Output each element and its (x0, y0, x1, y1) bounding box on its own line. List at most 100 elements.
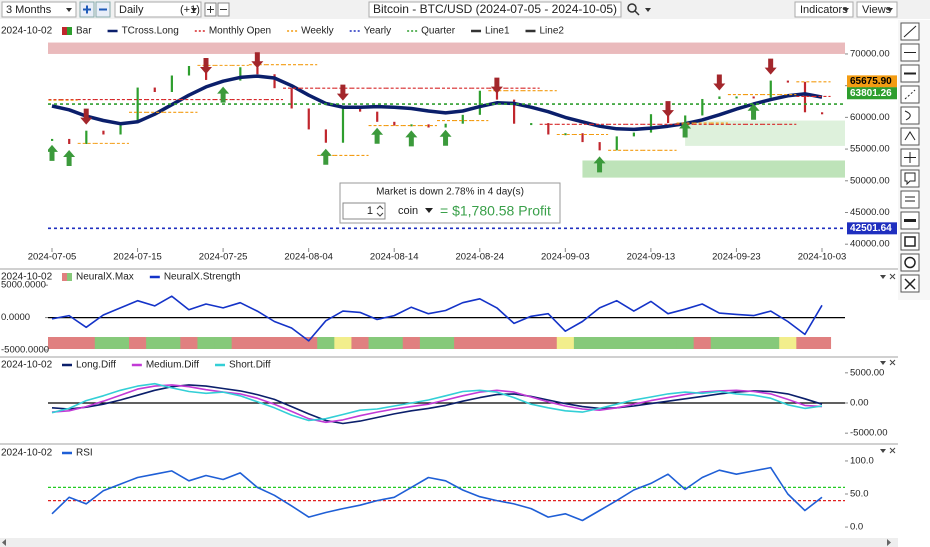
price-bar (68, 138, 71, 144)
signal-up (679, 121, 692, 138)
x-tick-label: 2024-09-13 (627, 252, 676, 263)
price-bar (735, 96, 738, 99)
scrollbar-track[interactable] (0, 538, 898, 547)
dropdown-arrow (191, 8, 197, 12)
pane-date: 2024-10-02 (1, 26, 53, 37)
strip-cell (488, 337, 506, 349)
symbol-box[interactable] (368, 1, 622, 18)
pane-close[interactable] (889, 273, 896, 454)
price-bar (136, 87, 139, 123)
pane-separator (0, 356, 898, 358)
tool-button[interactable] (900, 253, 920, 272)
price-label-bg (847, 87, 897, 100)
period-text: 3 Months (6, 4, 52, 16)
pane-separator (0, 268, 898, 270)
strip-cell (693, 337, 712, 349)
signal-up (48, 144, 58, 161)
signal-up (593, 156, 606, 173)
pane-menu[interactable] (880, 275, 886, 453)
views-button[interactable] (856, 1, 898, 18)
price-bar (684, 115, 687, 124)
series-line (51, 382, 823, 422)
strip-cell (402, 337, 421, 349)
strip-cell (591, 337, 609, 349)
price-bar (752, 96, 755, 99)
price-bar (547, 123, 550, 135)
interval-select[interactable] (114, 1, 202, 18)
tool-button[interactable] (900, 127, 920, 146)
signal-down (662, 101, 674, 118)
strip-cell (180, 337, 198, 349)
legend-label: Bar (76, 26, 92, 37)
price-bar (51, 138, 54, 141)
unit-arrow (425, 208, 433, 213)
strip-cell (60, 337, 79, 349)
price-bar (290, 88, 293, 109)
x-tick-label: 2024-09-03 (541, 252, 590, 263)
tool-icon (904, 110, 911, 121)
legend-swatch (67, 273, 72, 281)
strip-cell (505, 337, 524, 349)
strip-cell (48, 337, 62, 349)
search-icon[interactable] (627, 3, 637, 13)
price-bar (410, 124, 413, 127)
price-bar (786, 80, 789, 83)
dropdown-arrow (66, 8, 72, 12)
price-bar (821, 112, 824, 115)
legend-label: RSI (76, 448, 93, 459)
strip-cell (437, 337, 455, 349)
y-tick-label: 0.00 (850, 398, 869, 409)
strip-cell (248, 337, 267, 349)
legend-label: Weekly (301, 26, 334, 37)
series-line (51, 295, 823, 342)
price-bar (376, 111, 379, 122)
strip-cell (368, 337, 387, 349)
zone (582, 160, 845, 178)
tool-button[interactable] (900, 232, 920, 251)
price-bar (530, 123, 533, 126)
views-text: Views (862, 4, 892, 16)
legend-label: Line2 (540, 26, 565, 37)
pane-date: 2024-10-02 (1, 448, 53, 459)
signal-down (490, 77, 503, 94)
search-handle (634, 10, 640, 16)
signal-up (405, 130, 418, 147)
strip-cell (77, 337, 96, 349)
y-tick-label: 0.0000 (1, 312, 30, 323)
dropdown-arrow (887, 8, 893, 12)
indicators-button[interactable] (794, 1, 854, 18)
y-tick-label: 55000.00 (850, 144, 890, 155)
price-bar (701, 98, 704, 116)
signal-up (371, 127, 384, 144)
strip-cell (727, 337, 746, 349)
price-bar (461, 114, 464, 124)
price-bar (256, 67, 259, 75)
pane-date: 2024-10-02 (1, 360, 53, 371)
plot-area (48, 466, 845, 522)
x-tick-label: 2024-10-03 (798, 252, 847, 263)
strip-cell (762, 337, 780, 349)
price-bar (102, 130, 105, 135)
price-bar (769, 80, 772, 98)
price-bar (444, 123, 447, 128)
price-bar (632, 132, 635, 137)
x-tick-label: 2024-08-14 (370, 252, 419, 263)
signal-down (200, 57, 212, 74)
pane-date: 2024-10-02 (1, 272, 53, 283)
strip-cell (608, 337, 626, 349)
period-select[interactable] (1, 1, 77, 18)
legend-swatch (62, 273, 67, 281)
strip-cell (659, 337, 678, 349)
price-bar (495, 90, 499, 100)
plot-area (48, 295, 845, 349)
y-tick-label: 40000.00 (850, 239, 890, 250)
zone (48, 42, 845, 54)
signal-up (319, 148, 332, 165)
strip-cell (642, 337, 660, 349)
tool-button[interactable] (900, 190, 920, 209)
y-tick-label: 70000.00 (850, 48, 890, 59)
tool-button[interactable] (900, 85, 920, 104)
y-tick-label: -5000.0000 (1, 345, 49, 356)
pane: 5000.00 0.00 -5000.00 2024-10-02 Long.Diff Me… (1, 360, 888, 439)
